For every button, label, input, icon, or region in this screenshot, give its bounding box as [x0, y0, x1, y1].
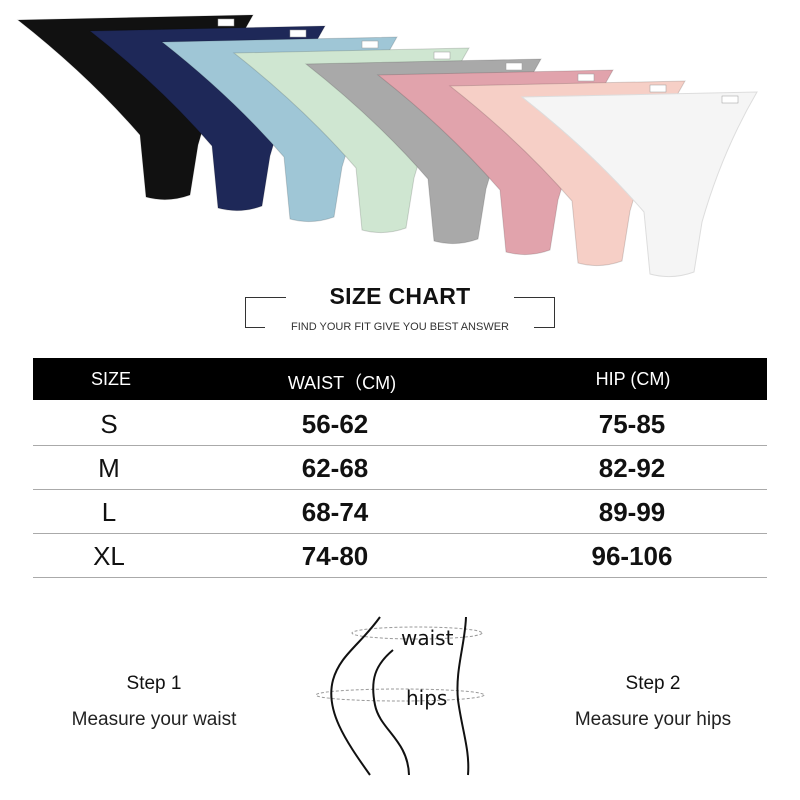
hips-label: hips — [406, 686, 448, 710]
step-2: Step 2 Measure your hips — [533, 673, 773, 731]
column-header-size: SIZE — [90, 369, 132, 389]
size-chart-subtitle: FIND YOUR FIT GIVE YOU BEST ANSWER — [290, 321, 509, 333]
column-header-hip: HIP (CM) — [595, 369, 671, 389]
waist-cell: 68-74 — [301, 497, 369, 527]
hip-cell: 75-85 — [598, 409, 666, 439]
column-header-waist: WAIST（CM) — [287, 373, 397, 393]
table-row: M 62-68 82-92 — [33, 445, 767, 490]
table-row: L 68-74 89-99 — [33, 489, 767, 534]
size-cell: XL — [93, 541, 125, 571]
waist-cell: 74-80 — [301, 541, 369, 571]
hip-cell: 96-106 — [591, 541, 673, 571]
waist-cell: 62-68 — [301, 453, 369, 483]
product-label-tag — [577, 73, 595, 82]
product-label-tag — [217, 18, 235, 27]
size-chart-title: SIZE CHART — [329, 283, 471, 309]
product-label-tag — [289, 29, 307, 38]
table-row: XL 74-80 96-106 — [33, 533, 767, 578]
step-1: Step 1 Measure your waist — [34, 673, 274, 731]
product-label-tag — [649, 84, 667, 93]
product-color-lineup — [16, 14, 758, 278]
size-cell: L — [101, 497, 117, 527]
title-bracket-left — [245, 297, 286, 328]
hip-cell: 82-92 — [598, 453, 666, 483]
hips-measure-line — [315, 688, 485, 702]
step-1-description: Measure your waist — [71, 709, 237, 730]
product-label-tag — [361, 40, 379, 49]
product-label-tag — [433, 51, 451, 60]
step-2-description: Measure your hips — [574, 709, 732, 730]
waist-measure-line — [351, 626, 483, 640]
table-row: S 56-62 75-85 — [33, 401, 767, 446]
product-item — [520, 91, 758, 278]
table-header: SIZE WAIST（CM) HIP (CM) — [33, 358, 767, 400]
hip-cell: 89-99 — [598, 497, 666, 527]
size-cell: S — [100, 409, 118, 439]
step-2-label: Step 2 — [625, 673, 681, 694]
body-outline-left — [330, 616, 381, 776]
body-measurement-diagram — [315, 616, 485, 776]
waist-label: waist — [401, 626, 454, 650]
body-outline-right — [456, 616, 470, 776]
size-cell: M — [98, 453, 120, 483]
product-label-tag — [505, 62, 523, 71]
product-label-tag — [721, 95, 739, 104]
title-bracket-right-bottom — [534, 327, 554, 328]
title-bracket-right — [514, 297, 555, 328]
title-bracket-left-bottom — [245, 327, 265, 328]
waist-cell: 56-62 — [301, 409, 369, 439]
body-outline-middle — [372, 649, 410, 776]
step-1-label: Step 1 — [126, 673, 182, 694]
